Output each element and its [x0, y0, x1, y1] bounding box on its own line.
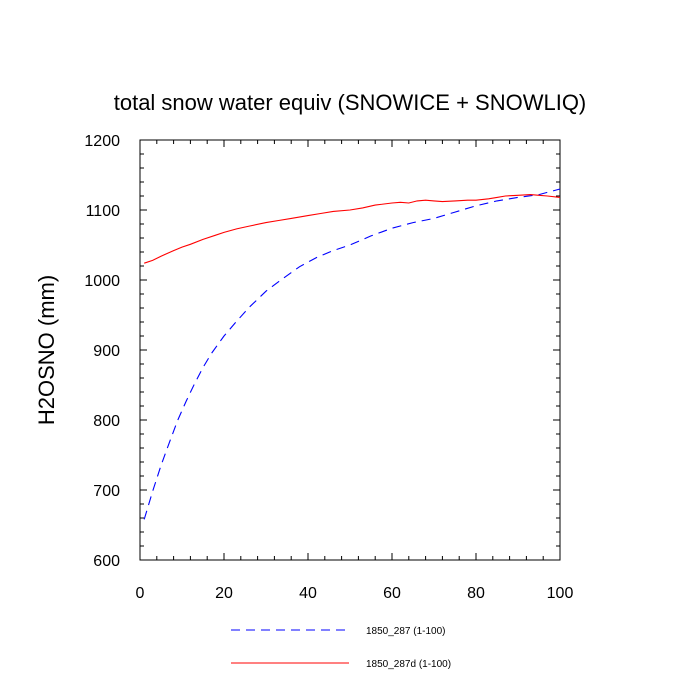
- legend-label-1: 1850_287 (1-100): [366, 626, 446, 637]
- x-tick-label: 80: [467, 585, 485, 602]
- legend-label-2: 1850_287d (1-100): [366, 659, 451, 670]
- x-tick-label: 60: [383, 585, 401, 602]
- series-line-2: [144, 194, 561, 264]
- x-tick-labels: 0 20 40 60 80 100: [136, 585, 574, 602]
- x-tick-label: 100: [547, 585, 574, 602]
- major-ticks: [139, 139, 561, 561]
- plot-border: [139, 139, 561, 561]
- y-tick-label: 900: [93, 343, 120, 360]
- y-tick-labels: 600 700 800 900 1000 1100 1200: [84, 133, 120, 570]
- series-lines: [143, 188, 561, 520]
- y-tick-label: 1200: [84, 133, 120, 150]
- y-tick-label: 600: [93, 553, 120, 570]
- plot-frame: [139, 139, 561, 561]
- y-tick-label: 1100: [86, 203, 121, 220]
- minor-ticks: [140, 140, 560, 560]
- y-tick-label: 700: [93, 483, 120, 500]
- series-line-1: [143, 188, 561, 520]
- x-tick-label: 20: [215, 585, 233, 602]
- legend: 1850_287 (1-100) 1850_287d (1-100): [231, 626, 451, 670]
- y-axis-label: H2OSNO (mm): [34, 275, 59, 425]
- x-tick-label: 0: [136, 585, 145, 602]
- chart-title: total snow water equiv (SNOWICE + SNOWLI…: [114, 90, 587, 115]
- y-tick-label: 800: [93, 413, 120, 430]
- y-tick-label: 1000: [84, 273, 120, 290]
- x-tick-label: 40: [299, 585, 317, 602]
